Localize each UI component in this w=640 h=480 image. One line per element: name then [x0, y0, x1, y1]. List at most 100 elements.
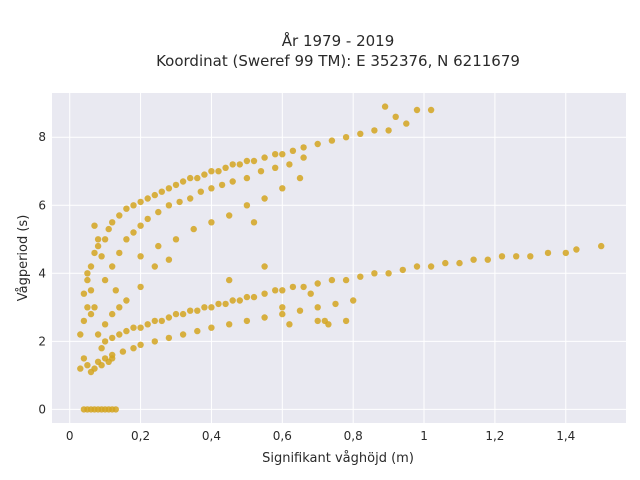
scatter-point	[155, 242, 162, 250]
scatter-point	[101, 276, 109, 284]
x-tick-label: 0,4	[202, 429, 221, 443]
scatter-point	[109, 219, 116, 226]
scatter-point	[123, 205, 130, 212]
scatter-point	[342, 276, 350, 284]
scatter-point	[187, 174, 194, 182]
scatter-point	[261, 290, 268, 297]
scatter-point	[357, 130, 364, 137]
scatter-point	[261, 154, 268, 161]
scatter-point	[296, 174, 304, 182]
scatter-point	[243, 157, 251, 165]
scatter-point	[123, 327, 130, 335]
scatter-point	[197, 188, 204, 195]
scatter-point	[155, 208, 162, 216]
scatter-point	[172, 310, 180, 318]
scatter-point	[371, 270, 378, 277]
scatter-point	[109, 355, 116, 362]
scatter-point	[215, 300, 222, 308]
scatter-point	[144, 215, 151, 223]
scatter-point	[101, 236, 109, 243]
scatter-point	[236, 161, 243, 168]
y-tick-label: 8	[38, 130, 46, 144]
scatter-point	[307, 290, 314, 297]
scatter-point	[151, 191, 158, 199]
x-axis-label: Signifikant våghöjd (m)	[262, 451, 414, 466]
x-tick-label: 0,6	[273, 429, 292, 443]
scatter-point	[201, 171, 208, 178]
scatter-point	[84, 362, 91, 369]
y-tick-label: 6	[38, 198, 46, 212]
scatter-point	[286, 161, 293, 168]
scatter-point	[194, 307, 201, 314]
scatter-point	[77, 331, 84, 338]
scatter-point	[109, 334, 116, 342]
scatter-point	[190, 225, 197, 233]
scatter-point	[314, 140, 321, 148]
scatter-point	[165, 334, 173, 342]
x-tick-label: 0,2	[131, 429, 150, 443]
scatter-point	[77, 365, 84, 372]
scatter-point	[413, 106, 421, 114]
scatter-point	[272, 287, 279, 294]
scatter-point	[144, 195, 151, 202]
scatter-point	[226, 276, 233, 284]
scatter-point	[562, 249, 569, 257]
scatter-point	[144, 321, 151, 328]
scatter-point	[165, 202, 173, 209]
scatter-point	[194, 327, 201, 335]
x-tick-label: 1,2	[485, 429, 504, 443]
scatter-point	[158, 317, 165, 325]
scatter-point	[123, 236, 130, 243]
scatter-point	[442, 259, 449, 267]
scatter-point	[151, 338, 158, 345]
scatter-point	[279, 304, 286, 311]
scatter-point	[243, 174, 251, 182]
scatter-point	[456, 259, 463, 267]
scatter-point	[123, 297, 130, 304]
scatter-point	[328, 276, 336, 284]
x-tick-label: 1,4	[556, 429, 575, 443]
scatter-point	[94, 331, 102, 338]
scatter-point	[413, 263, 421, 270]
scatter-point	[357, 273, 364, 280]
scatter-point	[101, 338, 109, 345]
scatter-point	[176, 198, 183, 206]
scatter-point	[392, 113, 399, 121]
scatter-point	[300, 144, 307, 151]
scatter-point	[130, 202, 137, 209]
scatter-point	[187, 307, 194, 314]
scatter-point	[194, 174, 201, 182]
scatter-point	[179, 310, 187, 318]
scatter-point	[243, 293, 251, 301]
scatter-point	[105, 225, 112, 233]
scatter-point	[300, 283, 307, 291]
scatter-point	[172, 236, 180, 243]
scatter-point	[229, 178, 236, 185]
scatter-point	[94, 236, 102, 243]
y-axis-label: Vågperiod (s)	[16, 215, 31, 302]
scatter-point	[165, 185, 173, 192]
scatter-points	[77, 103, 605, 413]
scatter-point	[91, 222, 98, 229]
scatter-point	[80, 355, 88, 362]
scatter-point	[208, 219, 215, 226]
scatter-point	[250, 219, 258, 226]
scatter-point	[116, 304, 123, 311]
scatter-point	[215, 168, 222, 175]
scatter-point	[222, 300, 229, 308]
x-tick-label: 0	[66, 429, 74, 443]
scatter-point	[272, 151, 279, 158]
scatter-point	[84, 304, 91, 311]
scatter-point	[385, 270, 392, 277]
x-tick-label: 0,8	[344, 429, 363, 443]
scatter-point	[87, 310, 95, 318]
scatter-point	[80, 317, 88, 325]
scatter-point	[112, 287, 120, 294]
scatter-point	[109, 263, 116, 270]
scatter-point	[470, 256, 477, 263]
scatter-point	[296, 307, 304, 314]
scatter-point	[187, 195, 194, 202]
scatter-point	[130, 345, 137, 352]
